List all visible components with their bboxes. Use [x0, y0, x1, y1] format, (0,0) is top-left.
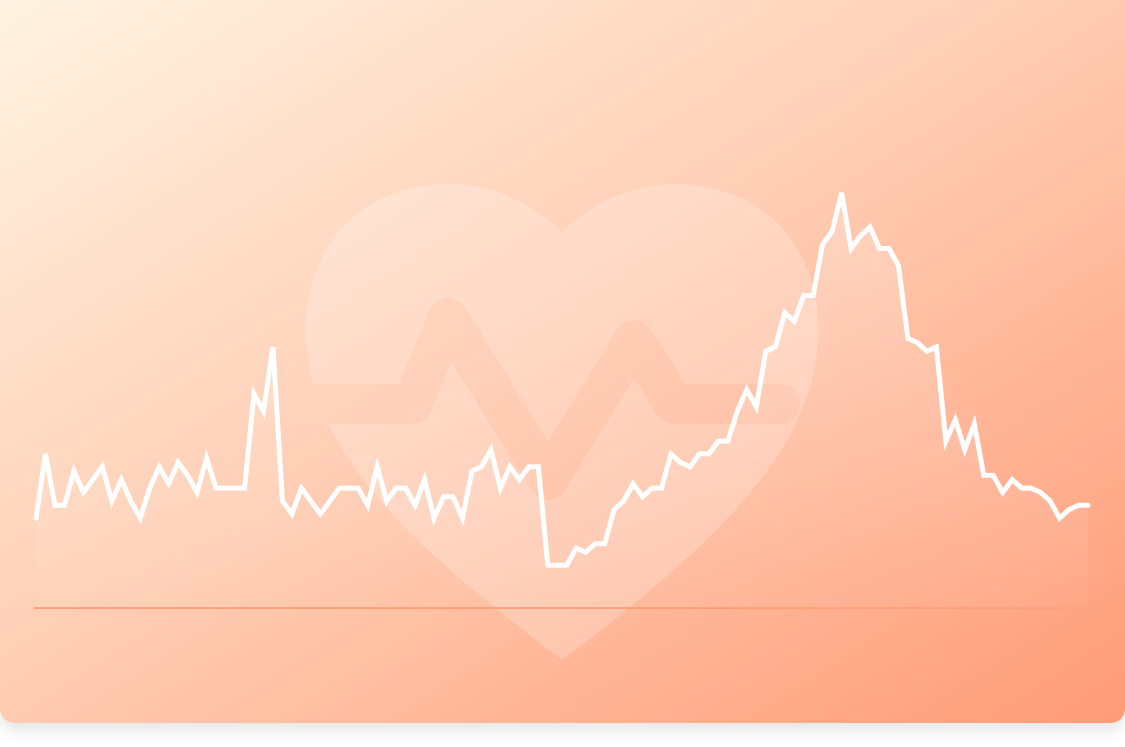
chart-card [0, 0, 1125, 723]
series-area [36, 192, 1088, 608]
series-line [33, 192, 1091, 568]
line-chart [0, 0, 1125, 723]
